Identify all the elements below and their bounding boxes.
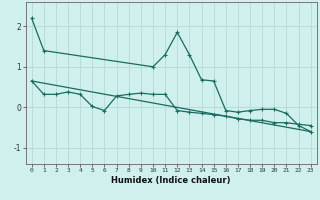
X-axis label: Humidex (Indice chaleur): Humidex (Indice chaleur) — [111, 176, 231, 185]
